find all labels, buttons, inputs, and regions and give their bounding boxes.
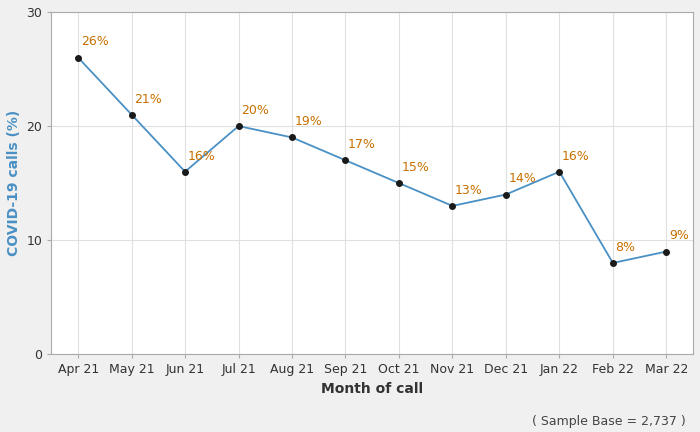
Y-axis label: COVID-19 calls (%): COVID-19 calls (%) — [7, 110, 21, 256]
X-axis label: Month of call: Month of call — [321, 382, 424, 396]
Text: 17%: 17% — [348, 138, 376, 151]
Text: 16%: 16% — [562, 149, 590, 162]
Text: 13%: 13% — [455, 184, 483, 197]
Text: 20%: 20% — [241, 104, 269, 117]
Text: 21%: 21% — [134, 92, 162, 105]
Text: 14%: 14% — [509, 172, 536, 185]
Text: 16%: 16% — [188, 149, 216, 162]
Text: 15%: 15% — [402, 161, 430, 174]
Text: 8%: 8% — [615, 241, 636, 254]
Text: 26%: 26% — [80, 35, 108, 48]
Text: 9%: 9% — [669, 229, 689, 242]
Text: 19%: 19% — [295, 115, 323, 128]
Text: ( Sample Base = 2,737 ): ( Sample Base = 2,737 ) — [532, 415, 686, 428]
